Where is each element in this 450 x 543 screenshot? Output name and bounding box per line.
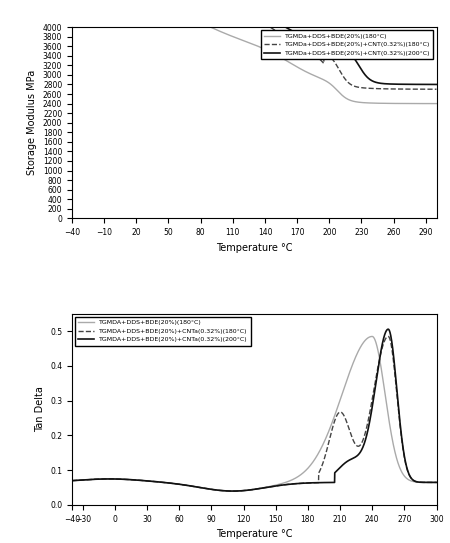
TGMDA+DDS+BDE(20%)+CNTa(0.32%)(200°C) <box>423 479 429 485</box>
TGMDa+DDS+BDE(20%)+CNT(0.32%)(180°C) <box>247 24 252 30</box>
TGMDa+DDS+BDE(20%)(180°C) <box>423 100 428 107</box>
Line: TGMDA+DDS+BDE(20%)+CNTa(0.32%)(180°C): TGMDA+DDS+BDE(20%)+CNTa(0.32%)(180°C) <box>72 337 436 491</box>
TGMDA+DDS+BDE(20%)(180°C) <box>237 488 243 494</box>
TGMDa+DDS+BDE(20%)+CNT(0.32%)(200°C) <box>356 62 362 69</box>
TGMDa+DDS+BDE(20%)(180°C) <box>423 100 428 107</box>
TGMDa+DDS+BDE(20%)+CNT(0.32%)(200°C) <box>247 24 252 30</box>
TGMDA+DDS+BDE(20%)+CNTa(0.32%)(200°C) <box>237 488 243 494</box>
TGMDA+DDS+BDE(20%)+CNTa(0.32%)(200°C) <box>69 477 75 484</box>
TGMDA+DDS+BDE(20%)+CNTa(0.32%)(200°C) <box>434 479 439 485</box>
TGMDa+DDS+BDE(20%)(180°C) <box>247 40 252 46</box>
TGMDa+DDS+BDE(20%)+CNT(0.32%)(200°C) <box>88 24 93 30</box>
TGMDA+DDS+BDE(20%)+CNTa(0.32%)(200°C) <box>386 326 391 332</box>
TGMDA+DDS+BDE(20%)+CNTa(0.32%)(200°C) <box>356 451 362 457</box>
TGMDA+DDS+BDE(20%)+CNTa(0.32%)(200°C) <box>247 487 252 493</box>
TGMDa+DDS+BDE(20%)+CNT(0.32%)(200°C) <box>434 81 439 88</box>
TGMDa+DDS+BDE(20%)+CNT(0.32%)(180°C) <box>88 24 93 30</box>
TGMDa+DDS+BDE(20%)+CNT(0.32%)(180°C) <box>434 86 439 92</box>
Line: TGMDA+DDS+BDE(20%)(180°C): TGMDA+DDS+BDE(20%)(180°C) <box>72 337 436 491</box>
TGMDA+DDS+BDE(20%)+CNTa(0.32%)(180°C) <box>423 479 429 485</box>
TGMDa+DDS+BDE(20%)(180°C) <box>237 36 242 42</box>
TGMDA+DDS+BDE(20%)+CNTa(0.32%)(180°C) <box>69 477 75 484</box>
TGMDA+DDS+BDE(20%)(180°C) <box>423 479 429 485</box>
Y-axis label: Storage Modulus MPa: Storage Modulus MPa <box>27 70 37 175</box>
Line: TGMDa+DDS+BDE(20%)(180°C): TGMDa+DDS+BDE(20%)(180°C) <box>72 27 436 104</box>
TGMDA+DDS+BDE(20%)+CNTa(0.32%)(180°C) <box>423 479 429 485</box>
Legend: TGMDa+DDS+BDE(20%)(180°C), TGMDa+DDS+BDE(20%)+CNT(0.32%)(180°C), TGMDa+DDS+BDE(2: TGMDa+DDS+BDE(20%)(180°C), TGMDa+DDS+BDE… <box>261 30 433 59</box>
TGMDA+DDS+BDE(20%)(180°C) <box>369 333 375 340</box>
TGMDA+DDS+BDE(20%)+CNTa(0.32%)(200°C) <box>88 476 93 483</box>
TGMDa+DDS+BDE(20%)(180°C) <box>356 99 362 105</box>
TGMDa+DDS+BDE(20%)(180°C) <box>434 100 439 107</box>
TGMDA+DDS+BDE(20%)(180°C) <box>356 346 362 353</box>
TGMDa+DDS+BDE(20%)+CNT(0.32%)(200°C) <box>237 24 242 30</box>
TGMDA+DDS+BDE(20%)+CNTa(0.32%)(180°C) <box>237 488 243 494</box>
TGMDA+DDS+BDE(20%)(180°C) <box>434 479 439 485</box>
Legend: TGMDA+DDS+BDE(20%)(180°C), TGMDA+DDS+BDE(20%)+CNTa(0.32%)(180°C), TGMDA+DDS+BDE(: TGMDA+DDS+BDE(20%)(180°C), TGMDA+DDS+BDE… <box>75 317 251 345</box>
TGMDa+DDS+BDE(20%)+CNT(0.32%)(180°C) <box>356 84 362 91</box>
TGMDa+DDS+BDE(20%)+CNT(0.32%)(180°C) <box>69 24 75 30</box>
TGMDA+DDS+BDE(20%)+CNTa(0.32%)(180°C) <box>88 476 93 483</box>
TGMDa+DDS+BDE(20%)+CNT(0.32%)(200°C) <box>69 24 75 30</box>
TGMDA+DDS+BDE(20%)+CNTa(0.32%)(180°C) <box>386 333 391 340</box>
TGMDa+DDS+BDE(20%)+CNT(0.32%)(200°C) <box>423 81 428 87</box>
Line: TGMDa+DDS+BDE(20%)+CNT(0.32%)(180°C): TGMDa+DDS+BDE(20%)+CNT(0.32%)(180°C) <box>72 27 436 89</box>
Y-axis label: Tan Delta: Tan Delta <box>35 387 45 432</box>
TGMDA+DDS+BDE(20%)+CNTa(0.32%)(180°C) <box>230 488 235 494</box>
TGMDA+DDS+BDE(20%)(180°C) <box>88 476 93 483</box>
TGMDa+DDS+BDE(20%)+CNT(0.32%)(200°C) <box>423 81 428 87</box>
TGMDA+DDS+BDE(20%)(180°C) <box>69 477 75 484</box>
TGMDa+DDS+BDE(20%)+CNT(0.32%)(180°C) <box>237 24 242 30</box>
TGMDA+DDS+BDE(20%)+CNTa(0.32%)(200°C) <box>230 488 235 494</box>
TGMDA+DDS+BDE(20%)+CNTa(0.32%)(200°C) <box>423 479 429 485</box>
TGMDA+DDS+BDE(20%)+CNTa(0.32%)(180°C) <box>356 443 362 449</box>
X-axis label: Temperature °C: Temperature °C <box>216 529 292 539</box>
X-axis label: Temperature °C: Temperature °C <box>216 243 292 252</box>
TGMDA+DDS+BDE(20%)(180°C) <box>423 479 429 485</box>
TGMDA+DDS+BDE(20%)(180°C) <box>230 488 235 494</box>
Line: TGMDa+DDS+BDE(20%)+CNT(0.32%)(200°C): TGMDa+DDS+BDE(20%)+CNT(0.32%)(200°C) <box>72 27 436 85</box>
TGMDa+DDS+BDE(20%)(180°C) <box>88 24 93 30</box>
TGMDA+DDS+BDE(20%)(180°C) <box>247 487 252 493</box>
Line: TGMDA+DDS+BDE(20%)+CNTa(0.32%)(200°C): TGMDA+DDS+BDE(20%)+CNTa(0.32%)(200°C) <box>72 329 436 491</box>
TGMDa+DDS+BDE(20%)+CNT(0.32%)(180°C) <box>423 86 428 92</box>
TGMDA+DDS+BDE(20%)+CNTa(0.32%)(180°C) <box>434 479 439 485</box>
TGMDa+DDS+BDE(20%)+CNT(0.32%)(180°C) <box>423 86 428 92</box>
TGMDA+DDS+BDE(20%)+CNTa(0.32%)(180°C) <box>247 487 252 493</box>
TGMDa+DDS+BDE(20%)(180°C) <box>69 24 75 30</box>
